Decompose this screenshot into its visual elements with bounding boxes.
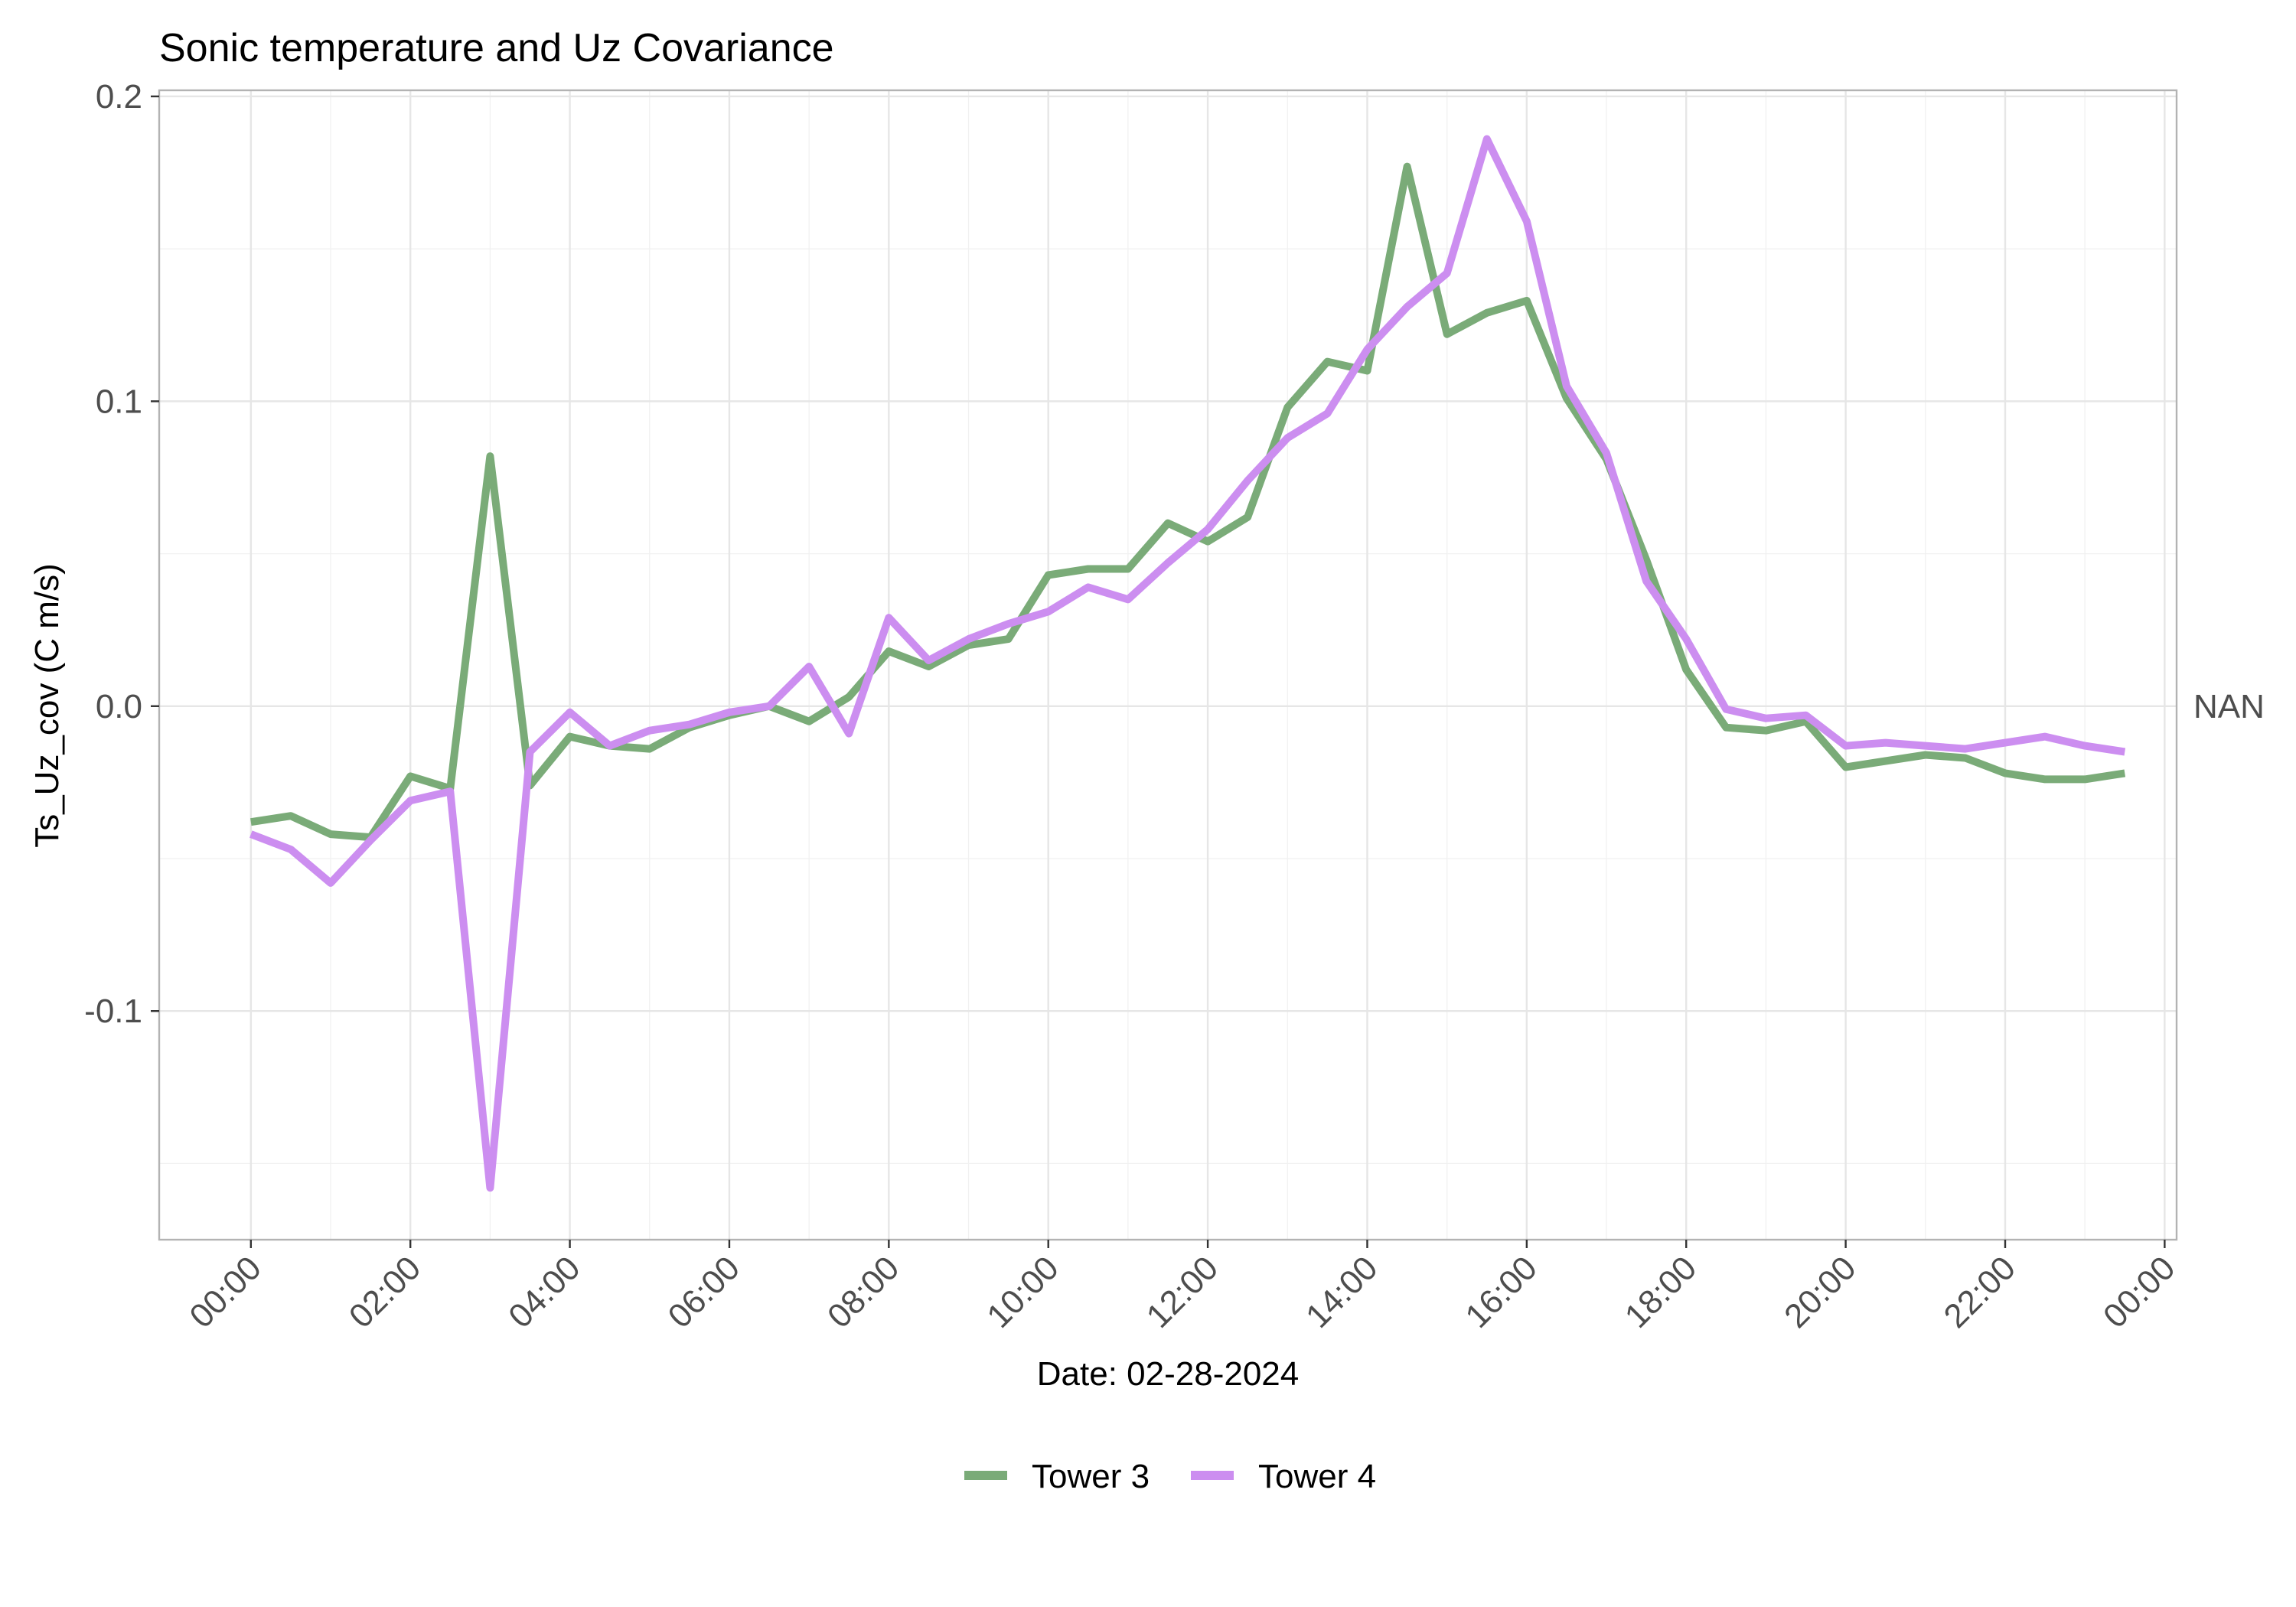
y-tick-label: -0.1	[84, 993, 142, 1030]
secondary-axis-label: NAN	[2193, 688, 2265, 725]
x-axis-title: Date: 02-28-2024	[1037, 1355, 1299, 1393]
y-axis: -0.1 0.0 0.1 0.2	[84, 78, 159, 1030]
x-tick-label: 14:00	[1299, 1249, 1385, 1335]
x-tick-label: 04:00	[501, 1249, 588, 1335]
series-line-3	[250, 162, 2126, 842]
legend: Tower 3 Tower 4	[964, 1458, 1376, 1495]
x-tick-label: 00:00	[182, 1249, 269, 1335]
series-lines	[249, 135, 2126, 1192]
y-tick-label: 0.0	[96, 688, 142, 725]
x-tick-label: 02:00	[342, 1249, 429, 1335]
x-tick-label: 20:00	[1777, 1249, 1864, 1335]
x-tick-label: 12:00	[1140, 1249, 1226, 1335]
x-tick-label: 10:00	[980, 1249, 1066, 1335]
x-axis: 00:00 02:00 04:00 06:00 08:00 10:00 12:00 14:00…	[182, 1240, 2182, 1335]
y-axis-title: Ts_Uz_cov (C m/s)	[28, 563, 66, 848]
x-tick-label: 06:00	[661, 1249, 748, 1335]
x-tick-label: 16:00	[1458, 1249, 1544, 1335]
y-tick-label: 0.1	[96, 383, 142, 420]
chart-title: Sonic temperature and Uz Covariance	[159, 26, 834, 70]
x-tick-label: 00:00	[2096, 1249, 2183, 1335]
x-tick-label: 18:00	[1618, 1249, 1704, 1335]
plot-panel	[158, 89, 2178, 1241]
x-tick-label: 08:00	[820, 1249, 907, 1335]
grid	[159, 90, 2177, 1240]
legend-label: Tower 4	[1258, 1458, 1376, 1495]
series-line-4	[249, 135, 2126, 1192]
x-tick-label: 22:00	[1937, 1249, 2024, 1335]
legend-label: Tower 3	[1032, 1458, 1150, 1495]
y-tick-label: 0.2	[96, 78, 142, 116]
